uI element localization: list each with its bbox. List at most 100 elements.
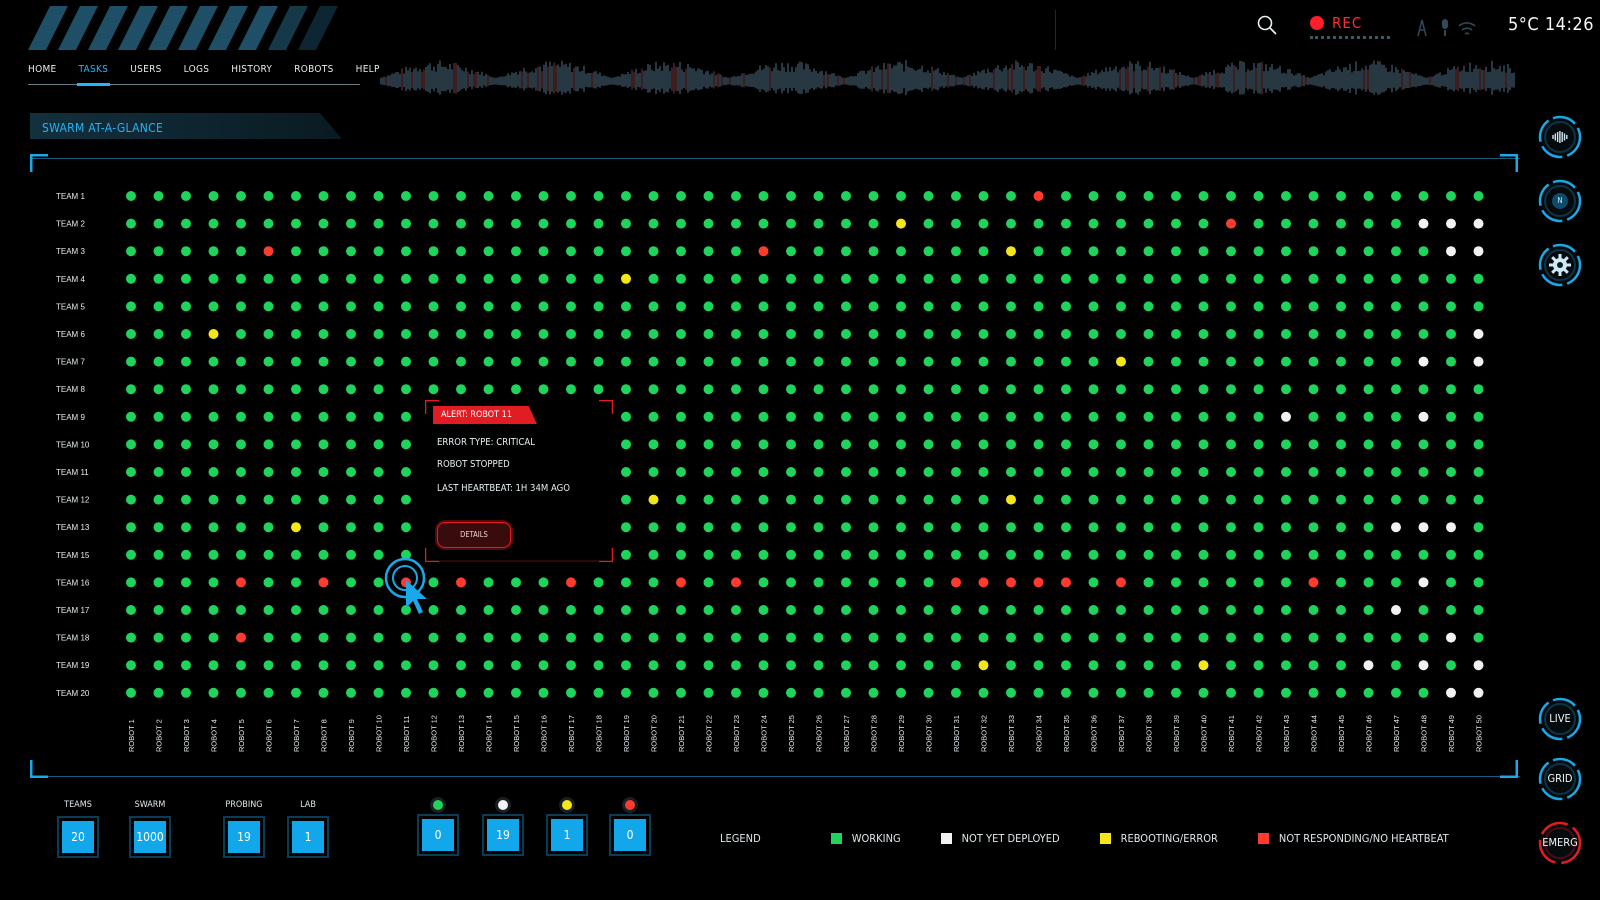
robot-dot[interactable]: [813, 467, 824, 477]
robot-dot[interactable]: [1281, 439, 1291, 450]
robot-dot[interactable]: [978, 273, 989, 284]
robot-dot[interactable]: [1253, 218, 1264, 229]
robot-dot[interactable]: [236, 605, 246, 615]
robot-dot[interactable]: [1253, 191, 1264, 201]
robot-dot[interactable]: [621, 494, 631, 505]
robot-dot[interactable]: [1171, 660, 1181, 671]
robot-dot[interactable]: [1061, 356, 1071, 367]
nav-logs[interactable]: LOGS: [183, 64, 210, 75]
robot-dot[interactable]: [978, 384, 989, 395]
robot-dot[interactable]: [1418, 246, 1429, 257]
robot-dot[interactable]: [1116, 522, 1126, 533]
robot-dot[interactable]: [263, 273, 274, 284]
rec-indicator[interactable]: REC: [1310, 14, 1420, 42]
robot-dot[interactable]: [208, 522, 219, 533]
robot-dot[interactable]: [923, 329, 934, 339]
robot-dot[interactable]: [1143, 660, 1154, 671]
robot-dot[interactable]: [538, 605, 549, 615]
robot-dot[interactable]: [318, 494, 329, 505]
robot-dot[interactable]: [1391, 191, 1401, 201]
robot-dot[interactable]: [1143, 522, 1154, 533]
robot-dot[interactable]: [1033, 494, 1044, 505]
counter-box[interactable]: 1000: [129, 816, 171, 858]
robot-dot[interactable]: [181, 384, 191, 395]
robot-dot[interactable]: [208, 687, 219, 698]
robot-dot[interactable]: [153, 329, 164, 339]
robot-dot[interactable]: [483, 191, 494, 201]
robot-dot[interactable]: [153, 549, 164, 560]
robot-dot[interactable]: [126, 467, 136, 477]
robot-dot[interactable]: [868, 246, 879, 257]
robot-dot[interactable]: [731, 246, 741, 257]
robot-dot[interactable]: [1198, 191, 1209, 201]
robot-dot[interactable]: [841, 660, 851, 671]
robot-dot[interactable]: [1198, 384, 1209, 395]
robot-dot[interactable]: [1281, 605, 1291, 615]
robot-dot[interactable]: [593, 301, 604, 312]
robot-dot[interactable]: [1446, 577, 1456, 588]
robot-dot[interactable]: [291, 605, 301, 615]
robot-dot[interactable]: [428, 329, 439, 339]
robot-dot[interactable]: [1308, 356, 1319, 367]
robot-dot[interactable]: [318, 384, 329, 395]
robot-dot[interactable]: [731, 494, 741, 505]
robot-dot[interactable]: [1391, 522, 1401, 533]
robot-dot[interactable]: [1308, 384, 1319, 395]
robot-dot[interactable]: [1418, 329, 1429, 339]
robot-dot[interactable]: [1281, 301, 1291, 312]
robot-dot[interactable]: [428, 301, 439, 312]
robot-dot[interactable]: [1308, 191, 1319, 201]
robot-dot[interactable]: [593, 218, 604, 229]
robot-dot[interactable]: [1446, 384, 1456, 395]
robot-dot[interactable]: [1391, 411, 1401, 422]
robot-dot[interactable]: [813, 218, 824, 229]
robot-dot[interactable]: [1281, 411, 1291, 422]
robot-dot[interactable]: [1473, 439, 1484, 450]
robot-dot[interactable]: [1198, 301, 1209, 312]
robot-dot[interactable]: [813, 411, 824, 422]
robot-dot[interactable]: [1088, 191, 1099, 201]
robot-dot[interactable]: [676, 632, 686, 643]
robot-dot[interactable]: [1116, 301, 1126, 312]
robot-dot[interactable]: [1473, 218, 1484, 229]
robot-dot[interactable]: [126, 246, 136, 257]
robot-dot[interactable]: [401, 632, 411, 643]
robot-dot[interactable]: [1308, 218, 1319, 229]
robot-dot[interactable]: [346, 384, 356, 395]
robot-dot[interactable]: [318, 660, 329, 671]
robot-dot[interactable]: [291, 632, 301, 643]
robot-dot[interactable]: [373, 494, 384, 505]
robot-dot[interactable]: [786, 191, 796, 201]
robot-dot[interactable]: [208, 356, 219, 367]
robot-dot[interactable]: [456, 329, 466, 339]
robot-dot[interactable]: [373, 384, 384, 395]
robot-dot[interactable]: [208, 660, 219, 671]
robot-dot[interactable]: [1226, 301, 1236, 312]
robot-dot[interactable]: [731, 522, 741, 533]
robot-dot[interactable]: [648, 218, 659, 229]
robot-dot[interactable]: [291, 384, 301, 395]
robot-dot[interactable]: [1116, 494, 1126, 505]
robot-dot[interactable]: [1171, 273, 1181, 284]
robot-dot[interactable]: [1336, 577, 1346, 588]
robot-dot[interactable]: [1418, 218, 1429, 229]
robot-dot[interactable]: [373, 218, 384, 229]
robot-dot[interactable]: [621, 660, 631, 671]
robot-dot[interactable]: [813, 329, 824, 339]
robot-dot[interactable]: [731, 329, 741, 339]
robot-dot[interactable]: [978, 246, 989, 257]
robot-dot[interactable]: [923, 191, 934, 201]
robot-dot[interactable]: [703, 411, 714, 422]
robot-dot[interactable]: [236, 191, 246, 201]
robot-dot[interactable]: [181, 549, 191, 560]
robot-dot[interactable]: [1281, 660, 1291, 671]
robot-dot[interactable]: [456, 605, 466, 615]
robot-dot[interactable]: [731, 577, 741, 588]
robot-dot[interactable]: [1226, 549, 1236, 560]
robot-dot[interactable]: [1061, 494, 1071, 505]
robot-dot[interactable]: [868, 577, 879, 588]
robot-dot[interactable]: [1473, 246, 1484, 257]
robot-dot[interactable]: [373, 191, 384, 201]
robot-dot[interactable]: [428, 356, 439, 367]
robot-dot[interactable]: [208, 439, 219, 450]
